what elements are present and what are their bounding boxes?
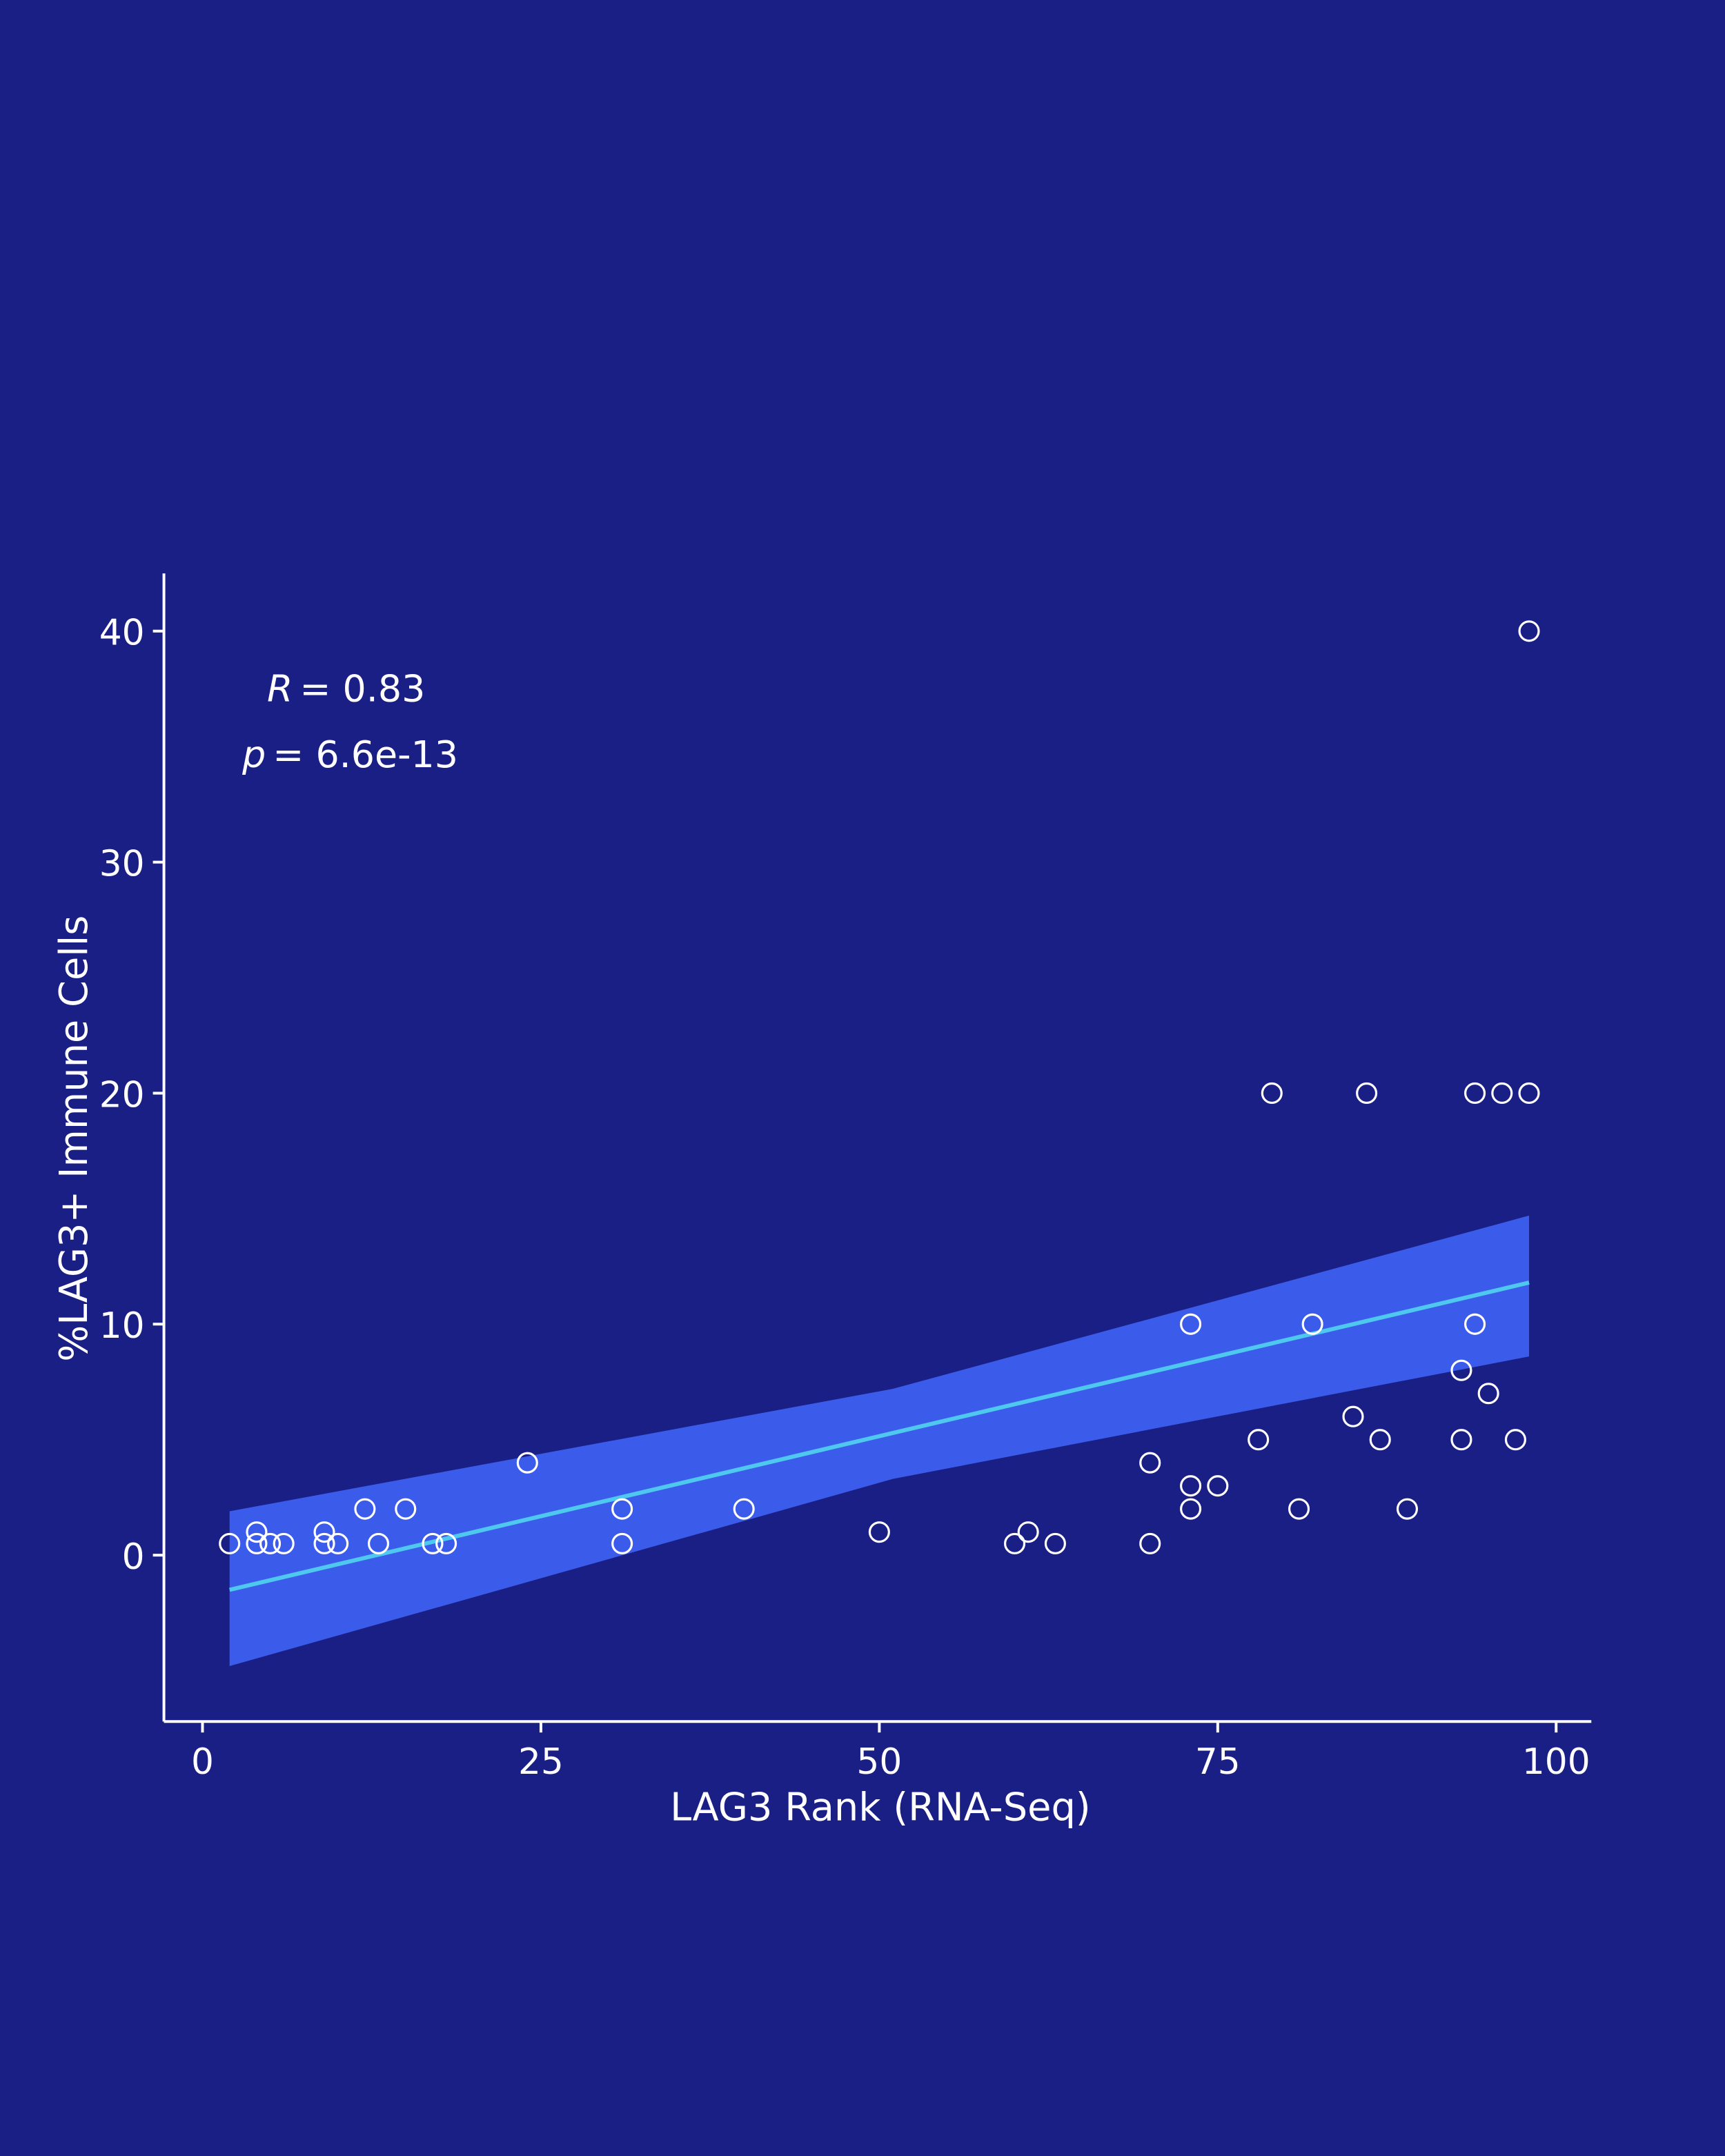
- data-point: [1356, 1082, 1378, 1105]
- x-tick-label: 50: [856, 1741, 902, 1783]
- y-axis-label: %LAG3+ Immune Cells: [52, 916, 97, 1362]
- x-tick-label: 25: [518, 1741, 564, 1783]
- confidence-band: [229, 1215, 1530, 1666]
- stat-annotation: p = 6.6e-13: [241, 733, 458, 776]
- data-point: [1450, 1429, 1472, 1451]
- data-point: [313, 1521, 335, 1543]
- y-tick-label: 30: [99, 844, 145, 885]
- data-point: [1180, 1313, 1202, 1335]
- data-point: [611, 1532, 633, 1554]
- data-point: [246, 1521, 268, 1543]
- data-point: [611, 1498, 633, 1520]
- stat-value: = 0.83: [299, 666, 425, 710]
- data-point: [1139, 1452, 1161, 1474]
- data-point: [1464, 1313, 1486, 1335]
- y-tick-label: 20: [99, 1074, 145, 1116]
- data-point: [395, 1498, 417, 1520]
- data-point: [246, 1532, 268, 1554]
- x-tick-label: 100: [1522, 1741, 1590, 1783]
- data-point: [354, 1498, 376, 1520]
- data-point: [1044, 1532, 1066, 1554]
- data-point: [1288, 1498, 1310, 1520]
- data-point: [1450, 1359, 1472, 1381]
- data-point: [1207, 1475, 1229, 1497]
- stat-symbol: R: [267, 666, 293, 710]
- data-point: [733, 1498, 755, 1520]
- data-point: [367, 1532, 390, 1554]
- data-point: [1017, 1521, 1039, 1543]
- x-tick-label: 75: [1195, 1741, 1241, 1783]
- data-point: [1491, 1082, 1513, 1105]
- data-point: [1139, 1532, 1161, 1554]
- data-point: [1464, 1082, 1486, 1105]
- data-point: [1248, 1429, 1270, 1451]
- data-point: [327, 1532, 349, 1554]
- stat-value: = 6.6e-13: [273, 733, 458, 776]
- data-point: [435, 1532, 457, 1554]
- data-point: [1342, 1405, 1364, 1427]
- data-point: [1004, 1532, 1026, 1554]
- y-tick-label: 0: [122, 1536, 145, 1578]
- data-point: [868, 1521, 890, 1543]
- data-point: [219, 1532, 241, 1554]
- y-tick-label: 40: [99, 613, 145, 654]
- data-point: [273, 1532, 295, 1554]
- data-point: [1518, 1082, 1540, 1105]
- data-point: [1477, 1383, 1499, 1405]
- stat-annotation: R = 0.83: [267, 666, 425, 710]
- data-point: [1180, 1475, 1202, 1497]
- data-point: [259, 1532, 282, 1554]
- data-point: [516, 1452, 538, 1474]
- x-tick-label: 0: [191, 1741, 214, 1783]
- data-point: [1301, 1313, 1323, 1335]
- data-point: [1369, 1429, 1391, 1451]
- data-point: [313, 1532, 335, 1554]
- stat-symbol: p: [241, 733, 266, 776]
- data-point: [1261, 1082, 1283, 1105]
- data-point: [1396, 1498, 1419, 1520]
- y-tick-label: 10: [99, 1305, 145, 1347]
- data-point: [422, 1532, 444, 1554]
- x-axis-label: LAG3 Rank (RNA-Seq): [670, 1786, 1090, 1830]
- data-point: [1518, 620, 1540, 642]
- data-point: [1504, 1429, 1526, 1451]
- data-point: [1180, 1498, 1202, 1520]
